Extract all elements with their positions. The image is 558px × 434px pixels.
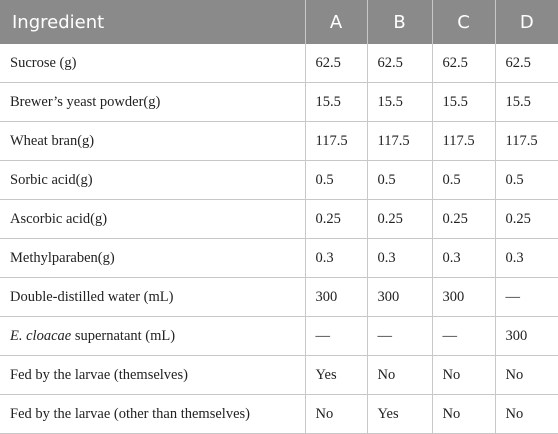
value-cell: No <box>305 394 368 434</box>
table-row: Fed by the larvae (other than themselves… <box>0 394 558 434</box>
row-label: Brewer’s yeast powder(g) <box>0 82 306 122</box>
table-row: Ascorbic acid(g) 0.25 0.25 0.25 0.25 <box>0 199 558 239</box>
value-cell: 300 <box>495 316 558 356</box>
row-label: Wheat bran(g) <box>0 121 306 161</box>
value-cell: 0.5 <box>367 160 433 200</box>
value-cell: 0.25 <box>367 199 433 239</box>
value-cell: 300 <box>305 277 368 317</box>
value-cell: No <box>432 355 496 395</box>
row-label: Fed by the larvae (other than themselves… <box>0 394 306 434</box>
value-cell: 300 <box>432 277 496 317</box>
header-cell: D <box>495 0 558 44</box>
value-cell: 0.5 <box>305 160 368 200</box>
value-cell: Yes <box>305 355 368 395</box>
header-cell: A <box>305 0 368 44</box>
value-cell: 0.25 <box>495 199 558 239</box>
value-cell: 62.5 <box>367 44 433 83</box>
value-cell: — <box>305 316 368 356</box>
value-cell: 0.25 <box>305 199 368 239</box>
value-cell: 15.5 <box>432 82 496 122</box>
value-cell: 0.25 <box>432 199 496 239</box>
value-cell: 0.3 <box>305 238 368 278</box>
header-cell: B <box>367 0 433 44</box>
value-cell: 0.5 <box>432 160 496 200</box>
value-cell: 0.3 <box>367 238 433 278</box>
table-row: Wheat bran(g) 117.5 117.5 117.5 117.5 <box>0 121 558 161</box>
table-row: Double-distilled water (mL) 300 300 300— <box>0 277 558 317</box>
value-cell: 15.5 <box>305 82 368 122</box>
value-cell: 0.3 <box>432 238 496 278</box>
value-cell: 300 <box>367 277 433 317</box>
value-cell: 62.5 <box>495 44 558 83</box>
label-text: supernatant (mL) <box>71 327 176 344</box>
row-label: Ascorbic acid(g) <box>0 199 306 239</box>
value-cell: 15.5 <box>495 82 558 122</box>
row-label: Fed by the larvae (themselves) <box>0 355 306 395</box>
value-cell: 117.5 <box>495 121 558 161</box>
value-cell: 0.3 <box>495 238 558 278</box>
value-cell: No <box>432 394 496 434</box>
value-cell: — <box>432 316 496 356</box>
row-label: E. cloacae supernatant (mL) <box>0 316 306 356</box>
table-body: Sucrose (g) 62.5 62.5 62.5 62.5 Brewer’s yeas… <box>0 44 558 434</box>
value-cell: — <box>367 316 433 356</box>
row-label: Sucrose (g) <box>0 44 306 83</box>
table-row: Sorbic acid(g) 0.5 0.5 0.5 0.5 <box>0 160 558 200</box>
value-cell: Yes <box>367 394 433 434</box>
header-cell: Ingredient <box>0 0 306 44</box>
value-cell: No <box>495 355 558 395</box>
table-row: Methylparaben(g) 0.3 0.3 0.3 0.3 <box>0 238 558 278</box>
italic-text: E. cloacae <box>10 327 72 344</box>
value-cell: 62.5 <box>305 44 368 83</box>
table-row: Fed by the larvae (themselves) Yes No No No <box>0 355 558 395</box>
value-cell: No <box>495 394 558 434</box>
value-cell: 117.5 <box>305 121 368 161</box>
table-row: Sucrose (g) 62.5 62.5 62.5 62.5 <box>0 44 558 83</box>
value-cell: 117.5 <box>367 121 433 161</box>
row-label: Double-distilled water (mL) <box>0 277 306 317</box>
value-cell: 117.5 <box>432 121 496 161</box>
header-row: Ingredient A B C D <box>0 0 558 44</box>
value-cell: 62.5 <box>432 44 496 83</box>
value-cell: 0.5 <box>495 160 558 200</box>
header-cell: C <box>432 0 496 44</box>
row-label: Methylparaben(g) <box>0 238 306 278</box>
row-label: Sorbic acid(g) <box>0 160 306 200</box>
value-cell: No <box>367 355 433 395</box>
table-row: E. cloacae supernatant (mL) — — —300 <box>0 316 558 356</box>
value-cell: — <box>495 277 558 317</box>
value-cell: 15.5 <box>367 82 433 122</box>
table-row: Brewer’s yeast powder(g) 15.5 15.5 15.5 15.5 <box>0 82 558 122</box>
